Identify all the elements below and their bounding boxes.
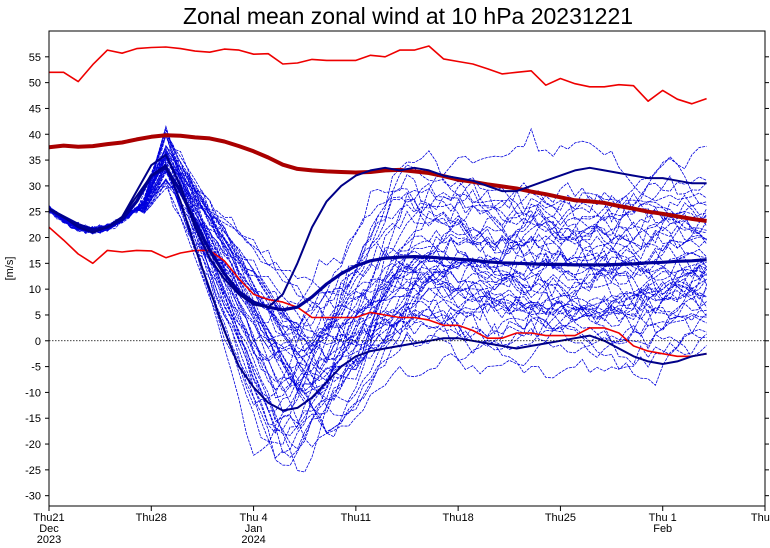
x-tick-label: Thu21: [33, 512, 64, 524]
ensemble-member-line: [49, 159, 707, 327]
ensemble-member-line: [49, 125, 707, 456]
series-lines: [49, 45, 707, 412]
x-tick-label: Thu28: [136, 512, 167, 524]
climatology-mean-line: [49, 133, 707, 223]
ensemble-member-line: [49, 156, 707, 386]
y-tick-label: 45: [29, 103, 41, 115]
ensemble-member-line: [49, 135, 707, 339]
ensemble-member-line: [49, 144, 707, 382]
ensemble-member-line: [49, 132, 707, 459]
y-tick-label: 50: [29, 78, 41, 90]
x-tick-label: Thu18: [443, 512, 474, 524]
y-tick-label: -10: [25, 387, 41, 399]
x-tick-label: Jan: [245, 523, 263, 535]
x-tick-label: 2024: [241, 534, 265, 546]
ensemble-member-line: [49, 134, 707, 343]
x-tick-label: Dec: [39, 523, 59, 535]
ensemble-member-line: [49, 168, 707, 445]
ensemble-member-line: [49, 168, 707, 359]
ensemble-member-line: [49, 133, 707, 338]
x-tick-label: Thu 8: [751, 512, 770, 524]
y-tick-label: -25: [25, 465, 41, 477]
ensemble-member-line: [49, 178, 707, 362]
x-tick-label: 2023: [37, 534, 61, 546]
y-tick-label: 55: [29, 52, 41, 64]
climatology-min-line: [49, 226, 707, 358]
ensemble-member-line: [49, 145, 707, 394]
y-tick-label: -20: [25, 439, 41, 451]
x-tick-label: Thu11: [341, 512, 371, 524]
ensemble-member-line: [49, 171, 707, 433]
x-tick-label: Thu 4: [240, 512, 268, 524]
ensemble-member-line: [49, 186, 707, 314]
ensemble-member-line: [49, 163, 707, 434]
member-lower-line: [49, 164, 707, 412]
y-axis: -30 -25 -20 -15 -10 -5 0 5 10 15 20 25 30 35 40 45 50 55: [25, 52, 769, 503]
y-tick-label: 15: [29, 258, 41, 270]
ensemble-mean-line: [49, 166, 707, 312]
ensemble-member-line: [49, 163, 707, 395]
ensemble-member-line: [49, 133, 707, 324]
x-tick-label: Feb: [653, 523, 672, 535]
y-tick-label: 10: [29, 284, 41, 296]
y-tick-label: 5: [35, 310, 41, 322]
y-tick-label: 20: [29, 233, 41, 245]
y-tick-label: -15: [25, 413, 41, 425]
ensemble-member-line: [49, 180, 707, 361]
ensemble-member-line: [49, 182, 707, 383]
ensemble-member-line: [49, 125, 707, 454]
plot-frame: [48, 30, 766, 507]
x-tick-label: Thu 1: [649, 512, 677, 524]
y-tick-label: 35: [29, 155, 41, 167]
y-tick-label: 40: [29, 129, 41, 141]
member-upper-line: [49, 153, 707, 309]
y-tick-label: 25: [29, 207, 41, 219]
ensemble-members: [49, 125, 707, 473]
x-tick-label: Thu25: [545, 512, 576, 524]
y-tick-label: 0: [35, 336, 41, 348]
y-tick-label: -30: [25, 491, 41, 503]
ensemble-member-line: [49, 148, 707, 426]
climatology-max-line: [49, 45, 707, 105]
y-tick-label: -5: [31, 362, 41, 374]
ensemble-member-line: [49, 129, 707, 361]
ensemble-member-line: [49, 180, 707, 473]
ensemble-member-line: [49, 127, 707, 438]
y-tick-label: 30: [29, 181, 41, 193]
ensemble-member-line: [49, 164, 707, 392]
chart-title: Zonal mean zonal wind at 10 hPa 20231221: [183, 3, 633, 29]
ensemble-member-line: [49, 169, 707, 466]
y-axis-label: [m/s]: [4, 257, 16, 281]
